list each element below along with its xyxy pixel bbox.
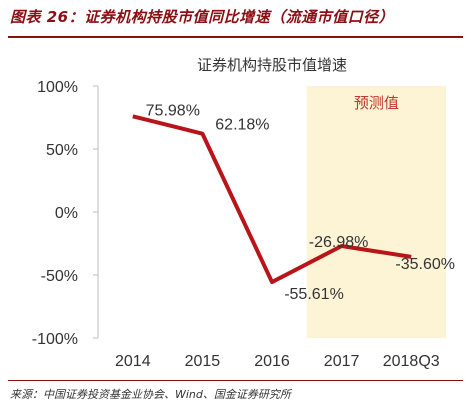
y-tick-label: -50%: [41, 268, 78, 285]
y-axis-ticks: 100% 50% 0% -50% -100%: [32, 79, 98, 348]
data-label: -26.98%: [309, 234, 369, 251]
data-label: -35.60%: [395, 256, 455, 273]
x-tick-label: 2017: [324, 353, 360, 370]
chart-title: 证券机构持股市值增速: [197, 56, 347, 74]
forecast-band: [306, 86, 446, 338]
title-rule: [8, 36, 463, 38]
data-label: 62.18%: [215, 117, 269, 134]
figure-title: 图表 26：证券机构持股市值同比增速（流通市值口径）: [10, 8, 395, 26]
data-labels: 75.98% 62.18% -55.61% -26.98% -35.60%: [146, 102, 455, 303]
source-rule: [8, 380, 463, 381]
y-tick-label: 100%: [37, 79, 78, 96]
x-axis-ticks: 2014 2015 2016 2017 2018Q3: [115, 353, 440, 370]
y-tick-label: 0%: [55, 205, 78, 222]
data-label: -55.61%: [284, 286, 344, 303]
y-tick-label: 50%: [46, 142, 78, 159]
data-label: 75.98%: [146, 102, 200, 119]
forecast-label: 预测值: [354, 94, 399, 112]
x-tick-label: 2015: [185, 353, 221, 370]
line-chart: 预测值 证券机构持股市值增速 100%50%0%-50%-100% 2014 20…: [32, 56, 455, 370]
y-tick-label: -100%: [32, 331, 78, 348]
source-note: 来源：中国证券投资基金业协会、Wind、国金证券研究所: [10, 388, 291, 401]
x-tick-label: 2014: [115, 353, 151, 370]
x-tick-label: 2018Q3: [383, 353, 440, 370]
series-line: [132, 114, 412, 285]
x-tick-label: 2016: [254, 353, 290, 370]
